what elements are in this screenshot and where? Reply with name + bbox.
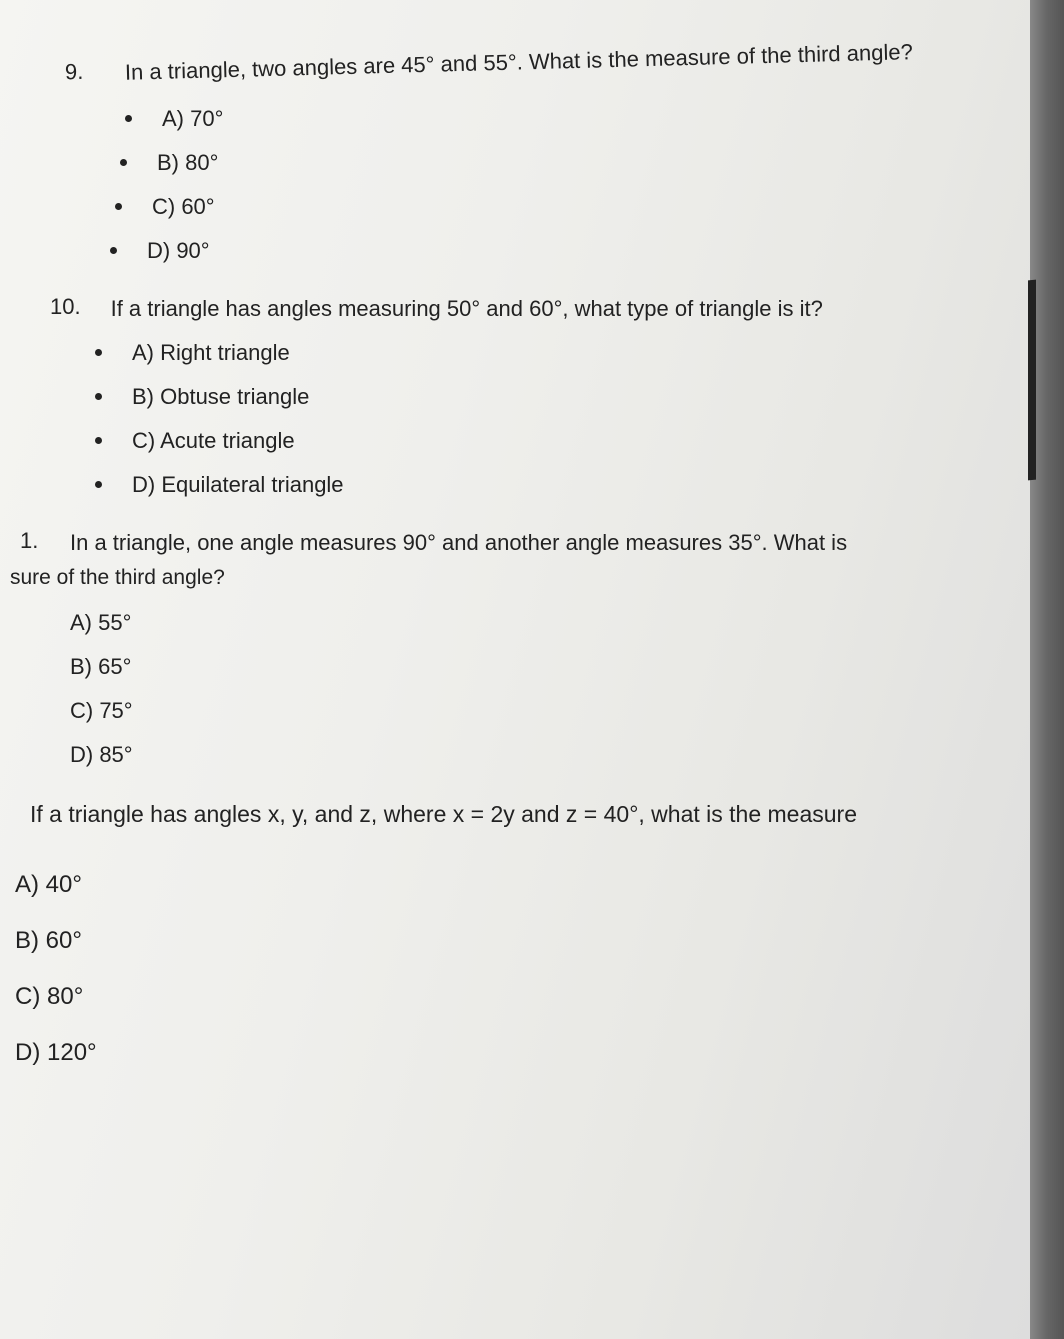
question-text: In a triangle, two angles are 45° and 55…: [125, 35, 991, 88]
page-stack-shadow: [1028, 280, 1036, 481]
option-text: A) 70°: [162, 106, 223, 132]
option-c: C) 60°: [115, 194, 990, 220]
options-list: A) Right triangle B) Obtuse triangle C) …: [80, 340, 990, 498]
question-number: 10.: [50, 294, 81, 320]
option-b: B) 80°: [120, 150, 990, 176]
question-number: 9.: [65, 59, 96, 86]
option-text: D) Equilateral triangle: [132, 472, 344, 498]
option-a: A) 40°: [15, 871, 990, 899]
option-text: C) Acute triangle: [132, 428, 295, 454]
question-header: 9. In a triangle, two angles are 45° and…: [40, 35, 990, 91]
option-b: B) 65°: [70, 654, 990, 680]
question-subtext: sure of the third angle?: [10, 566, 990, 590]
option-text: D) 120°: [15, 1039, 97, 1067]
option-text: C) 75°: [70, 698, 133, 724]
question-11: 1. In a triangle, one angle measures 90°…: [40, 528, 990, 769]
question-text: If a triangle has angles x, y, and z, wh…: [30, 798, 990, 830]
option-a: A) 70°: [125, 106, 990, 132]
option-text: B) Obtuse triangle: [132, 384, 309, 410]
option-text: D) 85°: [70, 742, 133, 768]
option-text: D) 90°: [147, 238, 210, 264]
option-a: A) Right triangle: [95, 340, 990, 366]
page-edge-shadow: [1030, 0, 1064, 1339]
option-text: A) 55°: [70, 610, 131, 636]
question-header: 10. If a triangle has angles measuring 5…: [40, 294, 990, 325]
option-text: A) Right triangle: [132, 340, 290, 366]
option-a: A) 55°: [70, 610, 990, 636]
option-text: B) 60°: [15, 927, 82, 955]
option-c: C) 75°: [70, 698, 990, 724]
option-text: C) 80°: [15, 983, 83, 1011]
question-header: 1. In a triangle, one angle measures 90°…: [20, 528, 990, 559]
options-list: A) 70° B) 80° C) 60° D) 90°: [80, 106, 990, 264]
worksheet-page: 9. In a triangle, two angles are 45° and…: [0, 0, 1030, 1339]
question-12: If a triangle has angles x, y, and z, wh…: [30, 798, 990, 1066]
option-d: D) 85°: [70, 742, 990, 768]
question-9: 9. In a triangle, two angles are 45° and…: [40, 60, 990, 264]
option-text: B) 65°: [70, 654, 131, 680]
options-list: A) 55° B) 65° C) 75° D) 85°: [70, 610, 990, 768]
bullet-icon: [95, 437, 102, 444]
bullet-icon: [95, 393, 102, 400]
option-d: D) Equilateral triangle: [95, 472, 990, 498]
option-text: A) 40°: [15, 871, 82, 899]
question-number: 1.: [20, 528, 40, 554]
bullet-icon: [95, 481, 102, 488]
option-b: B) Obtuse triangle: [95, 384, 990, 410]
option-text: B) 80°: [157, 150, 218, 176]
bullet-icon: [95, 349, 102, 356]
bullet-icon: [110, 247, 117, 254]
question-text: If a triangle has angles measuring 50° a…: [111, 294, 990, 325]
option-d: D) 120°: [15, 1039, 990, 1067]
options-list: A) 40° B) 60° C) 80° D) 120°: [15, 871, 990, 1067]
bullet-icon: [115, 203, 122, 210]
option-c: C) Acute triangle: [95, 428, 990, 454]
question-text: In a triangle, one angle measures 90° an…: [70, 528, 990, 559]
option-text: C) 60°: [152, 194, 215, 220]
bullet-icon: [125, 115, 132, 122]
option-d: D) 90°: [110, 238, 990, 264]
question-10: 10. If a triangle has angles measuring 5…: [40, 294, 990, 498]
bullet-icon: [120, 159, 127, 166]
option-c: C) 80°: [15, 983, 990, 1011]
option-b: B) 60°: [15, 927, 990, 955]
